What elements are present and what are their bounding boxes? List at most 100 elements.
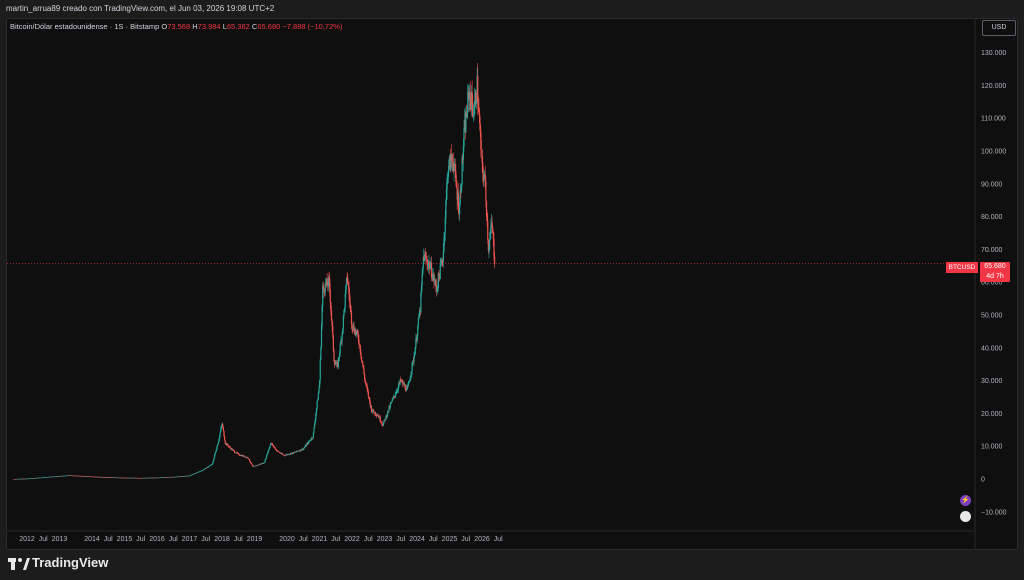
candle-body: [119, 477, 121, 479]
candle-body: [227, 443, 229, 446]
candle-body: [176, 476, 178, 478]
candle-body: [145, 477, 147, 479]
candle-body: [295, 450, 298, 452]
candle-body: [182, 476, 184, 477]
y-tick-label: 40.000: [981, 345, 1003, 352]
candle-body: [380, 421, 382, 423]
candle-body: [114, 477, 116, 478]
candle-body: [214, 452, 216, 455]
y-tick-label: 20.000: [981, 411, 1003, 418]
candle-body: [63, 475, 65, 477]
candle-body: [54, 476, 56, 477]
candle-body: [144, 477, 146, 479]
candle-body: [155, 477, 157, 479]
candle-body: [451, 159, 453, 161]
candle-body: [303, 447, 305, 449]
candle-body: [476, 76, 478, 102]
flag-icon[interactable]: [960, 511, 971, 522]
legend-close-label: C: [251, 22, 258, 31]
candle-body: [230, 448, 233, 450]
candle-body: [130, 477, 132, 479]
candle-body: [226, 443, 228, 445]
candle-body: [274, 447, 276, 448]
candle-body: [194, 473, 196, 474]
x-tick-label: Jul: [331, 536, 340, 543]
x-tick-label: Jul: [234, 536, 243, 543]
candle-body: [95, 476, 98, 478]
candle-body: [444, 218, 446, 234]
candle-body: [227, 445, 229, 447]
candle-body: [309, 440, 311, 442]
candle-body: [446, 178, 448, 190]
candle-body: [177, 476, 179, 478]
candle-body: [170, 476, 173, 478]
legend-open-label: O: [161, 22, 168, 31]
candle-body: [345, 285, 347, 294]
x-tick-label: 2017: [182, 536, 198, 543]
candle-body: [43, 477, 45, 478]
candle-body: [424, 254, 426, 261]
candle-body: [349, 302, 351, 307]
candle-body: [19, 478, 21, 480]
candle-body: [224, 436, 226, 441]
candle-body: [60, 476, 62, 477]
candle-body: [420, 293, 422, 313]
candle-body: [273, 446, 275, 448]
candle-body: [56, 476, 58, 477]
candle-body: [210, 464, 213, 466]
candle-body: [223, 430, 225, 437]
candle-body: [172, 476, 174, 478]
candle-body: [435, 285, 438, 292]
candle-body: [202, 470, 204, 471]
candle-body: [262, 463, 264, 464]
candle-body: [177, 476, 179, 478]
chart-frame[interactable]: 130.000 120.000 110.000 100.000 90.000 80.000…: [6, 18, 1019, 551]
candle-body: [445, 200, 447, 219]
candle-body: [15, 478, 17, 480]
candle-body: [26, 478, 28, 480]
candle-body: [94, 476, 96, 478]
candle-body: [450, 154, 453, 161]
x-tick-label: 2016: [149, 536, 165, 543]
candle-body: [61, 475, 63, 477]
candle-body: [308, 441, 310, 442]
candle-body: [62, 475, 64, 477]
candle-body: [231, 448, 233, 451]
candle-body: [85, 476, 87, 477]
candle-body: [85, 476, 88, 477]
candle-body: [72, 475, 74, 477]
candle-body: [286, 454, 288, 455]
candle-body: [420, 285, 423, 294]
candle-body: [47, 476, 49, 478]
currency-button[interactable]: USD: [982, 20, 1016, 36]
candle-body: [371, 411, 373, 413]
candle-body: [205, 468, 207, 469]
candle-body: [315, 408, 318, 414]
candle-body: [68, 475, 70, 477]
candle-body: [452, 163, 454, 172]
candle-body: [20, 478, 22, 480]
candle-body: [375, 414, 377, 416]
candle-body: [175, 476, 178, 478]
candle-body: [431, 277, 433, 279]
candle-body: [218, 439, 220, 442]
candle-body: [257, 464, 259, 466]
price-chart[interactable]: 130.000 120.000 110.000 100.000 90.000 80.000…: [7, 19, 1019, 551]
candle-body: [404, 385, 406, 390]
bolt-icon[interactable]: ⚡: [960, 495, 971, 506]
candle-body: [364, 379, 366, 382]
candle-body: [330, 302, 332, 311]
candle-body: [60, 475, 63, 477]
candle-body: [22, 478, 24, 480]
candle-body: [59, 476, 61, 477]
candle-body: [448, 159, 450, 171]
candle-body: [460, 190, 462, 193]
candle-body: [283, 455, 285, 456]
candle-body: [347, 283, 349, 287]
candle-body: [435, 280, 437, 286]
y-tick-label: 110.000: [981, 116, 1006, 123]
candle-body: [265, 458, 267, 460]
candle-body: [136, 477, 138, 479]
candle-body: [36, 477, 38, 479]
candle-body: [117, 477, 119, 479]
